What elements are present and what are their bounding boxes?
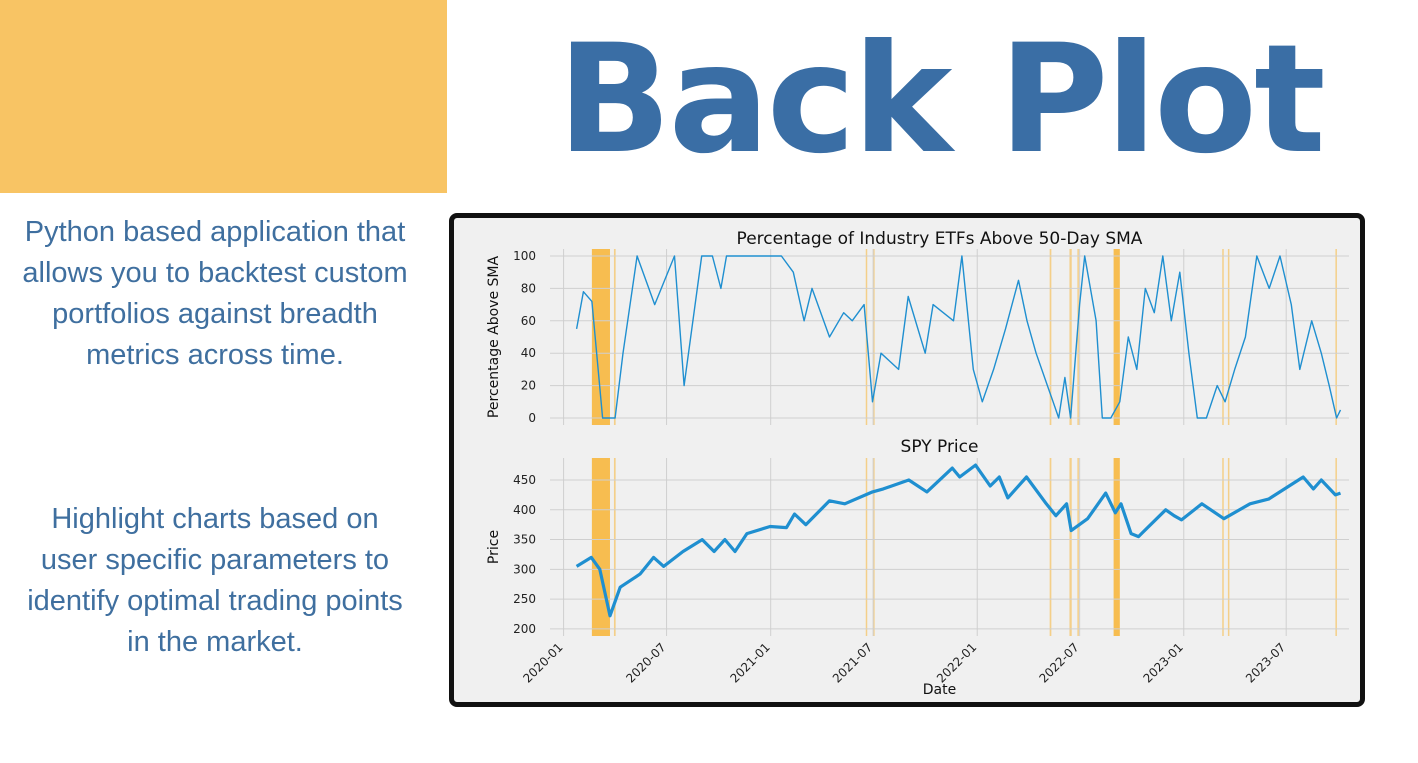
- y-tick-label: 60: [521, 314, 536, 328]
- highlight-band: [1335, 249, 1337, 425]
- x-tick-label: 2023-07: [1243, 640, 1288, 685]
- accent-block: [0, 0, 447, 193]
- highlight-band: [1069, 458, 1072, 636]
- y-tick-label: 0: [528, 411, 536, 425]
- chart-title: SPY Price: [901, 437, 979, 457]
- y-tick-label: 80: [521, 281, 536, 295]
- highlight-band: [591, 249, 610, 425]
- x-tick-label: 2022-01: [934, 640, 979, 685]
- y-tick-label: 300: [513, 562, 536, 576]
- page-title: Back Plot: [557, 13, 1326, 187]
- x-axis-label: Date: [923, 682, 956, 698]
- y-tick-label: 20: [521, 379, 536, 393]
- y-tick-label: 400: [513, 503, 536, 517]
- series-line: [575, 255, 1342, 419]
- y-tick-label: 250: [513, 592, 536, 606]
- description-primary: Python based application that allows you…: [22, 216, 408, 371]
- highlight-band: [865, 458, 868, 636]
- highlight-band: [1077, 249, 1079, 425]
- highlight-band: [873, 249, 875, 425]
- x-tick-label: 2021-07: [830, 640, 875, 685]
- y-axis-label: Price: [486, 530, 502, 564]
- highlight-band: [1113, 249, 1120, 425]
- series-line: [575, 463, 1342, 618]
- x-tick-label: 2020-07: [623, 640, 668, 685]
- highlight-band: [1049, 249, 1052, 425]
- chart-canvas: 0 20 40 60 80 100 Percentage of Industry ETFs …: [486, 229, 1349, 698]
- highlight-band: [613, 458, 616, 636]
- x-tick-label: 2021-01: [727, 640, 772, 685]
- x-tick-label: 2020-01: [520, 640, 565, 685]
- chart-frame: 0 20 40 60 80 100 Percentage of Industry ETFs …: [449, 213, 1365, 707]
- x-tick-label: 2022-07: [1036, 640, 1081, 685]
- y-tick-label: 100: [513, 249, 536, 263]
- highlight-band: [613, 249, 616, 425]
- y-tick-label: 200: [513, 622, 536, 636]
- highlight-band: [1227, 249, 1230, 425]
- highlight-band: [1069, 249, 1072, 425]
- chart-title: Percentage of Industry ETFs Above 50-Day…: [737, 229, 1143, 249]
- y-tick-label: 350: [513, 533, 536, 547]
- highlight-band: [1222, 249, 1224, 425]
- highlight-band: [1335, 458, 1337, 636]
- highlight-band: [1222, 458, 1224, 636]
- y-tick-label: 40: [521, 346, 536, 360]
- highlight-band: [873, 458, 875, 636]
- description-secondary: Highlight charts based on user specific …: [27, 503, 403, 658]
- highlight-band: [1049, 458, 1052, 636]
- highlight-band: [1113, 458, 1120, 636]
- highlight-band: [1077, 458, 1079, 636]
- y-axis-label: Percentage Above SMA: [486, 256, 502, 419]
- x-tick-label: 2023-01: [1141, 640, 1186, 685]
- y-tick-label: 450: [513, 473, 536, 487]
- highlight-band: [1227, 458, 1230, 636]
